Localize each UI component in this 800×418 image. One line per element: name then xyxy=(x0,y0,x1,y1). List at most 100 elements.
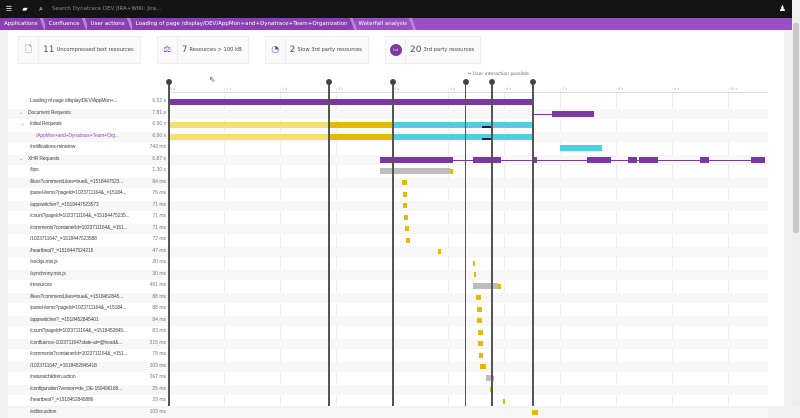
table-row[interactable]: /likes?commentLikes=true&_=1518452845...… xyxy=(8,292,768,303)
table-row[interactable]: /heartbeat?_=1518452845886 29 ms xyxy=(8,396,768,406)
milestone-marker[interactable] xyxy=(462,79,469,85)
table-row[interactable]: ⌄ Document Requests 7.81 s xyxy=(8,108,768,119)
timing-bar[interactable] xyxy=(486,375,492,381)
timing-bar[interactable] xyxy=(479,364,486,369)
timing-bar[interactable] xyxy=(638,156,658,163)
breadcrumb-item[interactable]: User actions xyxy=(86,18,132,30)
timing-bar[interactable] xyxy=(481,126,492,128)
chevron-down-icon[interactable]: ⌄ xyxy=(19,155,24,162)
timing-bar[interactable] xyxy=(476,295,482,300)
timing-bar[interactable] xyxy=(404,226,409,231)
timing-bar[interactable] xyxy=(403,203,408,208)
summary-tile[interactable]: ◔ 2 Slow 3rd party resources xyxy=(264,36,369,64)
timing-bar[interactable] xyxy=(477,318,482,323)
table-row[interactable]: /AppMon+and+Dynatrace+Team+Org... 6.50 s xyxy=(8,131,768,142)
table-row[interactable]: /panel-items?pageId=1023711164&_=15184..… xyxy=(8,189,768,199)
timing-bar[interactable] xyxy=(392,133,532,140)
timing-bar[interactable] xyxy=(750,156,765,163)
timing-bar[interactable] xyxy=(437,249,441,254)
table-row[interactable]: /sockjs.min.js 20 ms xyxy=(8,258,768,268)
breadcrumb-item[interactable]: Loading of page /display/DEV/AppMon+and+… xyxy=(131,18,355,30)
row-name[interactable]: /AppMon+and+Dynatrace+Team+Org... xyxy=(36,132,119,139)
timing-bar[interactable] xyxy=(477,306,483,312)
table-row[interactable]: /notifications-miniview 743 ms xyxy=(8,143,768,153)
table-row[interactable]: Loading of page /display/DEV/AppMon+... 6… xyxy=(8,97,768,107)
milestone-marker[interactable] xyxy=(165,79,172,85)
breadcrumb-item[interactable]: Waterfall analysis xyxy=(355,18,415,30)
timing-bar[interactable] xyxy=(478,352,484,358)
timing-bar[interactable] xyxy=(586,156,611,163)
timing-bar[interactable] xyxy=(490,387,492,392)
milestone-marker[interactable] xyxy=(325,79,332,85)
table-row[interactable]: /editor.action 103 ms xyxy=(8,407,768,418)
timing-bar[interactable] xyxy=(450,168,454,174)
table-row[interactable]: /heartbeat?_=1518447524215 47 ms xyxy=(8,246,768,257)
timing-bar[interactable] xyxy=(328,122,392,128)
timing-bar[interactable] xyxy=(700,156,709,163)
timing-bar[interactable] xyxy=(474,272,477,277)
breadcrumb-item[interactable]: Confluence xyxy=(44,18,87,30)
summary-tile[interactable]: 🗋 11 Uncompressed text resources xyxy=(18,36,141,64)
search-icon[interactable]: ⌕ xyxy=(39,4,43,13)
breadcrumb-item[interactable]: Applications xyxy=(0,18,45,30)
timing-bar[interactable] xyxy=(478,341,483,346)
milestone-marker[interactable] xyxy=(529,79,536,85)
table-row[interactable]: /resources 491 ms xyxy=(8,281,768,291)
table-row[interactable]: /likes?commentLikes=true&_=1518447523...… xyxy=(8,177,768,188)
timing-bar[interactable] xyxy=(627,156,638,163)
timing-bar[interactable] xyxy=(473,283,498,289)
timing-bar[interactable] xyxy=(502,398,505,404)
timing-bar[interactable] xyxy=(168,133,329,140)
table-row[interactable]: /comments?containerId=1023711164&_=151..… xyxy=(8,350,768,360)
table-row[interactable]: /comments?containerId=1023711164&_=151..… xyxy=(8,223,768,234)
timing-bar[interactable] xyxy=(560,145,602,151)
table-row[interactable]: /appswitcher?_=1518447523573 71 ms xyxy=(8,200,768,211)
scrollbar-thumb[interactable] xyxy=(793,23,799,233)
summary-tile[interactable]: ⚖ 7 Resources > 100 kB xyxy=(156,36,249,64)
table-row[interactable]: /synchrony.min.js 30 ms xyxy=(8,269,768,280)
scrollbar[interactable] xyxy=(792,18,800,406)
chevron-down-icon[interactable]: ⌄ xyxy=(19,109,24,116)
timing-bar[interactable] xyxy=(532,156,538,163)
milestone-marker[interactable] xyxy=(488,79,495,85)
timing-bar[interactable] xyxy=(473,260,476,266)
timing-bar[interactable] xyxy=(406,237,410,243)
chat-icon[interactable]: ▰ xyxy=(22,5,28,13)
table-row[interactable]: /1023711647_=1518452845418 103 ms xyxy=(8,361,768,372)
table-row[interactable]: ⌄ XHR Requests 6.87 s xyxy=(8,154,768,165)
timing-bar[interactable] xyxy=(168,122,329,128)
timing-bar[interactable] xyxy=(532,113,553,115)
table-row[interactable]: /count?pageId=1023711164&_=1518452845...… xyxy=(8,327,768,337)
timing-bar[interactable] xyxy=(380,156,454,163)
timing-bar[interactable] xyxy=(328,133,392,140)
table-row[interactable]: /1023711647_=1518447523588 72 ms xyxy=(8,235,768,245)
table-row[interactable]: /appswitcher?_=1518452845401 84 ms xyxy=(8,315,768,326)
user-icon[interactable]: ♟ xyxy=(778,4,786,13)
timing-bar[interactable] xyxy=(481,137,492,140)
table-row[interactable]: /confluence-1023711647state-at=@head&...… xyxy=(8,338,768,349)
timing-bar[interactable] xyxy=(478,329,483,335)
table-row[interactable]: /configuration?version=de_DE-150496188..… xyxy=(8,384,768,395)
timing-bar[interactable] xyxy=(380,168,451,174)
menu-icon[interactable]: ☰ xyxy=(5,5,13,13)
timing-bar[interactable] xyxy=(380,159,765,161)
search-input[interactable]: Search Dynatrace DEV JIRA+WIKI: Jira... xyxy=(52,6,162,12)
timing-bar[interactable] xyxy=(552,110,594,117)
table-row[interactable]: ⌄ Initial Requests 6.50 s xyxy=(8,120,768,130)
table-row[interactable]: /naturalchildren.action 267 ms xyxy=(8,373,768,383)
timing-bar[interactable] xyxy=(403,191,408,197)
timing-bar[interactable] xyxy=(168,99,534,105)
chevron-down-icon[interactable]: ⌄ xyxy=(21,121,26,127)
timing-bar[interactable] xyxy=(402,180,407,185)
table-row[interactable]: /tips 1.30 s xyxy=(8,166,768,176)
row-duration: 30 ms xyxy=(152,270,166,277)
table-row[interactable]: /count?pageId=1023711164&_=15184475235..… xyxy=(8,212,768,222)
milestone-marker[interactable] xyxy=(389,79,396,85)
timing-bar[interactable] xyxy=(392,122,532,128)
timing-bar[interactable] xyxy=(473,156,502,163)
summary-tile[interactable]: 1st 20 3rd party resources xyxy=(385,36,482,64)
timing-bar[interactable] xyxy=(497,283,501,289)
table-row[interactable]: /panel-items?pageId=1023711164&_=15184..… xyxy=(8,304,768,314)
timing-bar[interactable] xyxy=(532,410,538,415)
timing-bar[interactable] xyxy=(403,214,408,220)
